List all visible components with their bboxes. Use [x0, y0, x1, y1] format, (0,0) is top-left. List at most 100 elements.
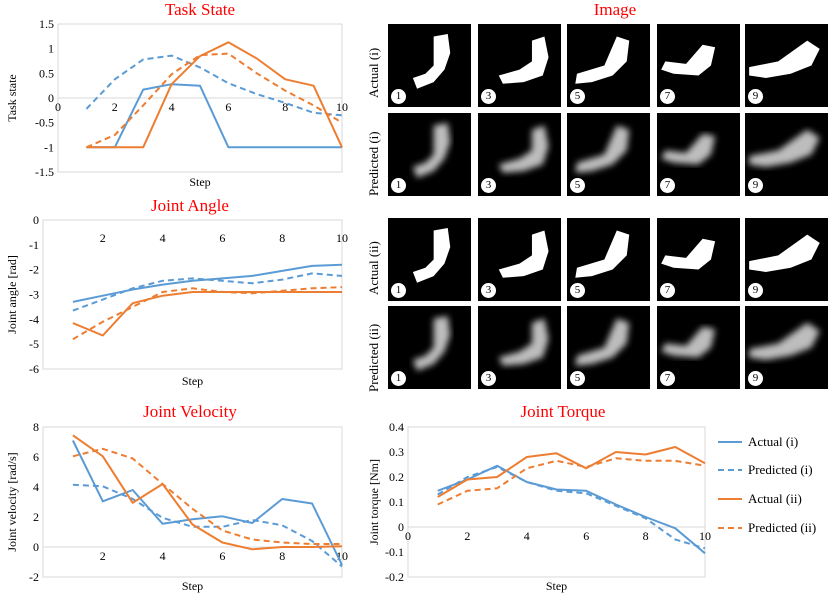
joint-velocity-xtick: 4	[160, 549, 166, 563]
image-mask	[412, 227, 451, 283]
step-number-badge: 1	[391, 89, 406, 104]
joint-angle-ytick: 0	[33, 213, 39, 227]
step-number-badge: 3	[481, 371, 496, 386]
task-state-ytick: -1.5	[35, 165, 54, 179]
joint-velocity-ytick: 6	[33, 450, 39, 464]
joint-velocity-ylabel: Joint velocity [rad/s]	[5, 452, 19, 551]
joint-velocity-series-actual-i	[72, 440, 343, 566]
task-state-ytick: 0.5	[39, 66, 54, 80]
joint-angle-ytick: -2	[29, 263, 39, 277]
joint-torque-xtick: 4	[524, 529, 530, 543]
task-state-xlabel: Step	[189, 175, 210, 189]
image-mask	[498, 318, 549, 366]
image-row-label: Actual (i)	[366, 47, 381, 98]
image-mask	[412, 122, 451, 178]
image-mask	[575, 230, 630, 278]
image-panel-title: Image	[594, 0, 636, 19]
joint-velocity-series-actual-ii	[72, 434, 343, 551]
image-cell: 3	[478, 24, 561, 107]
task-state-ytick: 1	[48, 42, 54, 56]
image-mask	[749, 322, 820, 360]
joint-angle-ytick: -5	[29, 337, 39, 351]
task-state-ytick: -1	[44, 140, 54, 154]
legend-label: Predicted (i)	[748, 462, 813, 477]
step-number-badge: 3	[481, 178, 496, 193]
image-cell: 5	[567, 306, 650, 389]
joint-torque-ytick: -0.1	[385, 545, 404, 559]
joint-velocity-ytick: 4	[33, 480, 39, 494]
joint-torque-plot-area	[407, 426, 706, 578]
image-mask	[575, 318, 630, 366]
joint-velocity-title: Joint Velocity	[143, 402, 237, 421]
image-cell: 1	[388, 113, 471, 196]
joint-angle-chart: -6 -5 -4 -3 -2 -1 0 2 4 6 8 10 Joint Angle Step Joint …	[5, 196, 348, 388]
task-state-ylabel: Task state	[5, 74, 19, 121]
step-number-badge: 9	[748, 283, 763, 298]
task-state-ytick: -0.5	[35, 116, 54, 130]
joint-velocity-xtick: 8	[279, 549, 285, 563]
legend-label: Actual (ii)	[748, 491, 802, 506]
image-cell: 5	[567, 113, 650, 196]
joint-torque-ytick: 0.3	[389, 445, 404, 459]
joint-torque-series-actual-i	[437, 464, 706, 555]
joint-angle-ytick: -4	[29, 312, 39, 326]
step-number-badge: 7	[660, 89, 675, 104]
step-number-badge: 1	[391, 283, 406, 298]
joint-velocity-xtick: 2	[100, 549, 106, 563]
joint-torque-ytick: 0	[398, 520, 404, 534]
image-cell: 1	[388, 218, 471, 301]
joint-angle-ytick: -6	[29, 362, 39, 376]
task-state-xtick: 0	[55, 100, 61, 114]
image-mask	[661, 133, 716, 165]
image-cell: 5	[567, 218, 650, 301]
joint-angle-series-actual-i	[72, 263, 343, 303]
task-state-xtick: 8	[282, 100, 288, 114]
task-state-series-actual-ii	[86, 41, 343, 149]
joint-torque-ylabel: Joint torque [Nm]	[367, 459, 381, 545]
joint-angle-ylabel: Joint angle [rad]	[5, 255, 19, 334]
image-row-label: Predicted (ii)	[366, 324, 381, 393]
step-number-badge: 5	[570, 89, 585, 104]
image-cell: 3	[478, 113, 561, 196]
task-state-series-actual-i	[86, 83, 342, 149]
joint-torque-title: Joint Torque	[521, 402, 606, 421]
step-number-badge: 5	[570, 371, 585, 386]
task-state-xtick: 4	[169, 100, 175, 114]
joint-torque-ytick: 0.1	[389, 495, 404, 509]
image-cell: 9	[745, 306, 828, 389]
image-cell: 9	[745, 218, 828, 301]
image-mask	[412, 315, 451, 371]
joint-angle-xtick: 6	[219, 231, 225, 245]
joint-angle-series-actual-ii	[72, 291, 342, 337]
image-cell: 9	[745, 113, 828, 196]
task-state-ytick: 1.5	[39, 17, 54, 31]
joint-velocity-ytick: 8	[33, 420, 39, 434]
image-cell: 7	[657, 24, 740, 107]
task-state-xtick: 10	[336, 100, 348, 114]
image-cell: 1	[388, 24, 471, 107]
joint-velocity-plot-area	[42, 426, 343, 578]
image-mask	[661, 44, 716, 76]
task-state-xtick: 6	[225, 100, 231, 114]
image-mask	[498, 125, 549, 173]
image-mask	[498, 36, 549, 84]
image-cell: 5	[567, 24, 650, 107]
step-number-badge: 1	[391, 178, 406, 193]
step-number-badge: 1	[391, 371, 406, 386]
image-mask	[661, 326, 716, 358]
step-number-badge: 7	[660, 371, 675, 386]
task-state-series-predicted-i	[85, 54, 343, 117]
image-mask	[749, 40, 820, 78]
image-row-label: Actual (ii)	[366, 240, 381, 295]
joint-velocity-series-predicted-i	[72, 483, 343, 568]
joint-angle-xtick: 10	[336, 231, 348, 245]
step-number-badge: 5	[570, 283, 585, 298]
image-cell: 1	[388, 306, 471, 389]
legend-label: Actual (i)	[748, 434, 799, 449]
joint-angle-title: Joint Angle	[151, 196, 229, 215]
joint-torque-ytick: 0.4	[389, 420, 404, 434]
image-mask	[575, 36, 630, 84]
joint-angle-ytick: -1	[29, 238, 39, 252]
